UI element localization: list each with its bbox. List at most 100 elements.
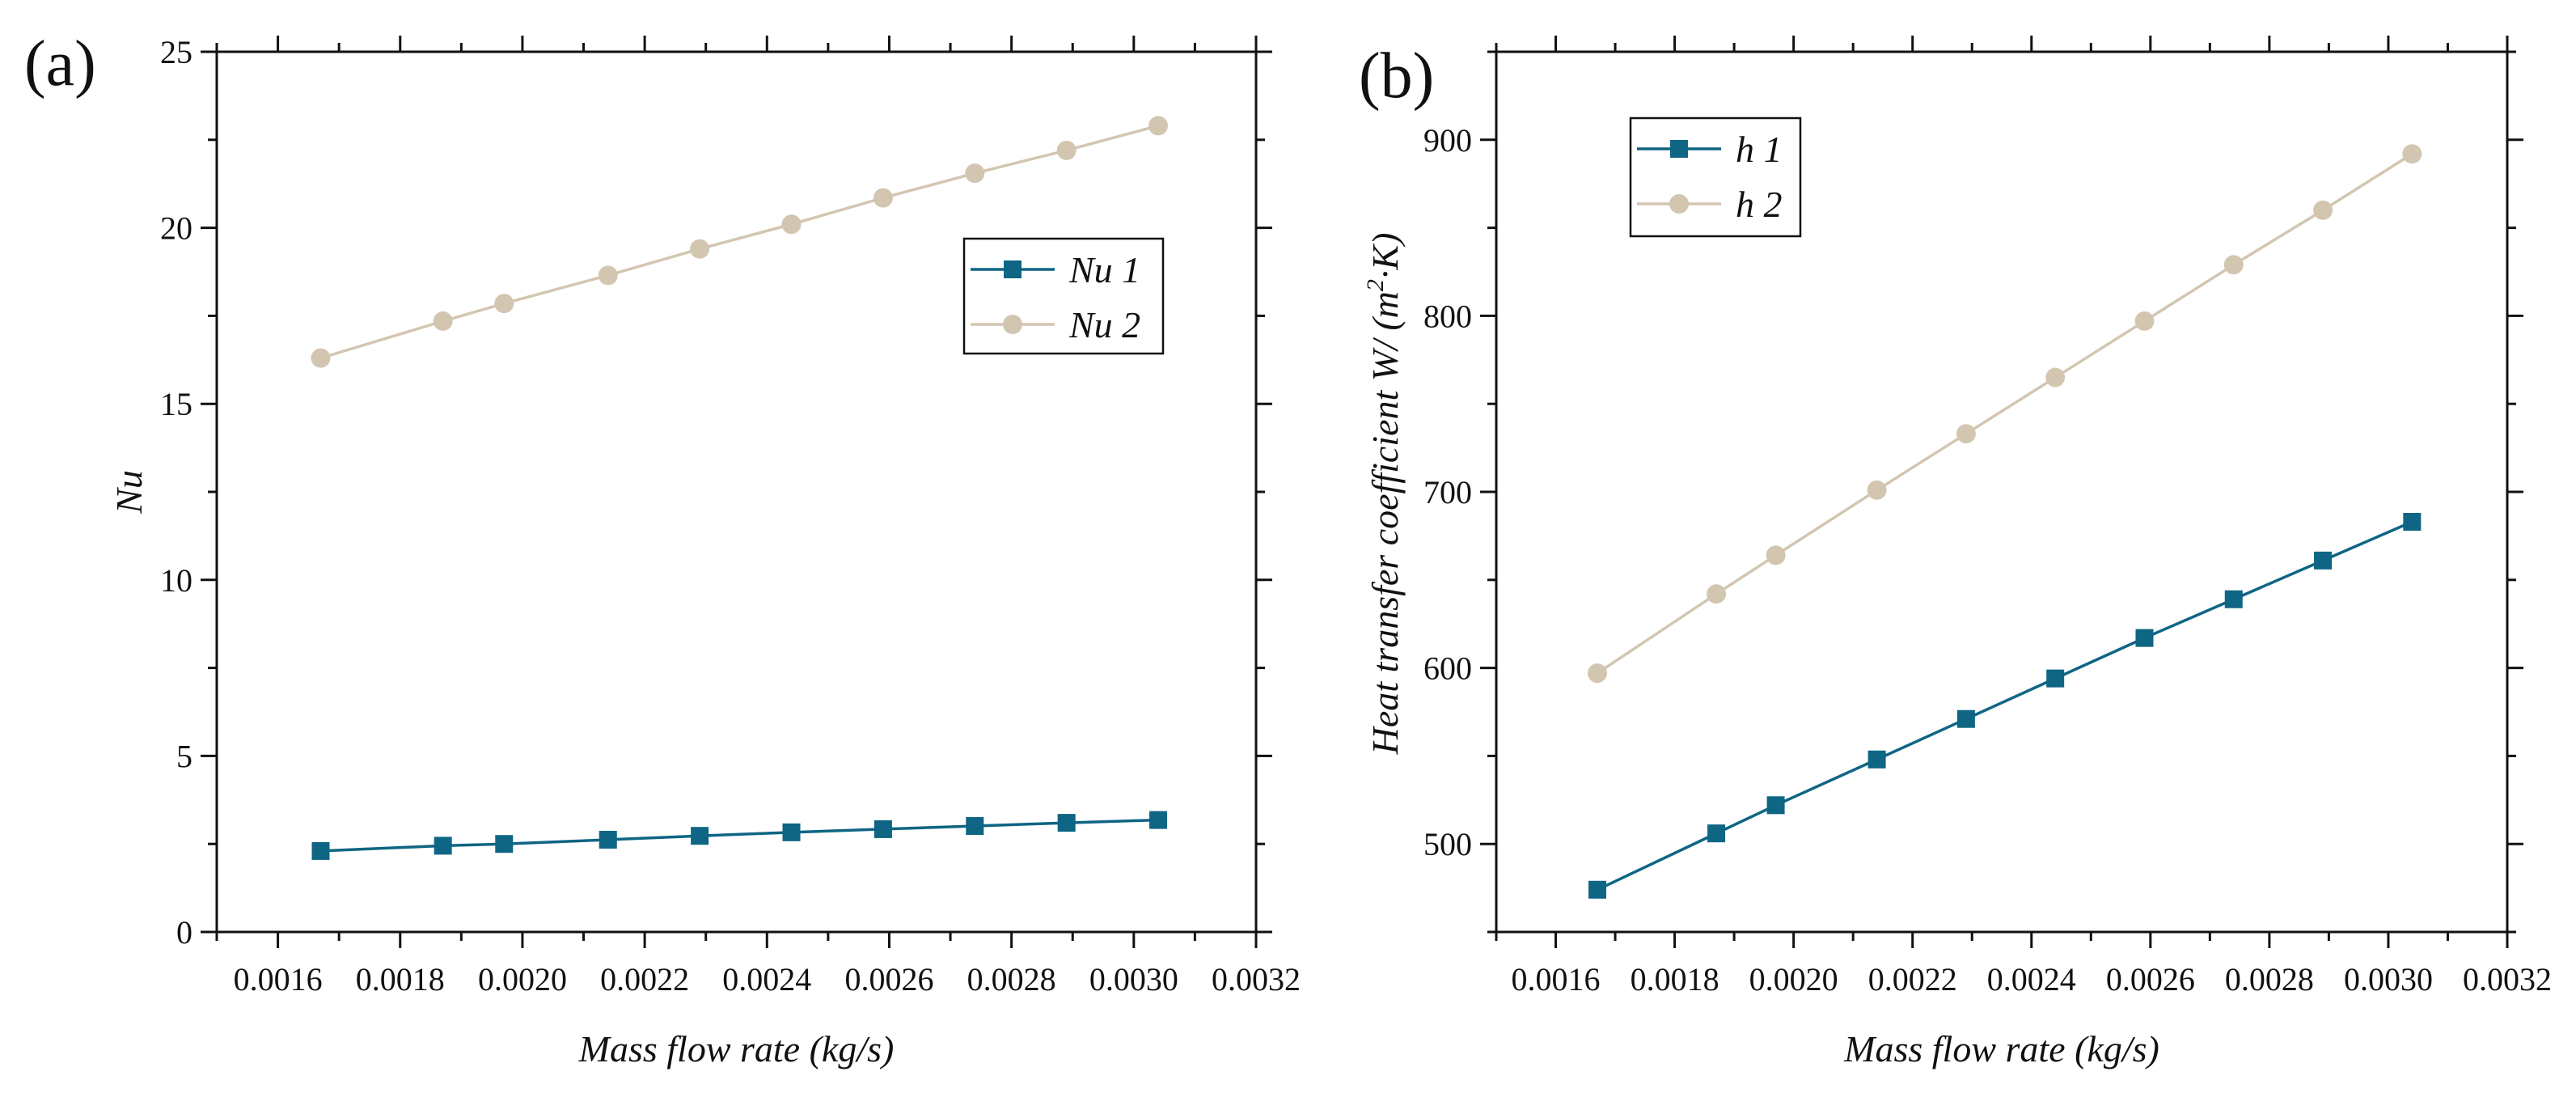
data-point-circle <box>965 163 985 184</box>
series-line <box>319 124 1159 360</box>
panel-label: (b) <box>1359 40 1434 112</box>
x-tick-label: 0.0018 <box>356 961 445 997</box>
x-tick-label: 0.0022 <box>600 961 689 997</box>
legend-label: Nu 1 <box>1068 249 1140 290</box>
y-tick-label: 500 <box>1423 826 1472 862</box>
data-point-circle <box>781 214 802 235</box>
x-tick-label: 0.0026 <box>2106 961 2195 997</box>
legend-box <box>1629 116 1802 238</box>
data-point-circle <box>2223 255 2244 275</box>
y-axis-title-main: Heat transfer coefficient W/ (m <box>1364 291 1406 755</box>
data-point-circle <box>873 188 893 208</box>
chart-panel-b: (b) 0.0016 0.0018 0.0020 0.0022 0.0024 0.0026 0… <box>1359 36 2552 1069</box>
legend-marker-square <box>1670 140 1688 158</box>
series-2 <box>1588 144 2422 684</box>
data-point-circle <box>598 265 618 286</box>
data-point-circle <box>1867 480 1887 500</box>
data-point-circle <box>1148 116 1169 136</box>
y-tick-label: 5 <box>176 738 192 774</box>
legend-marker-circle <box>1003 315 1022 334</box>
legend: h 1h 2 <box>1629 116 1802 238</box>
y-tick-label: 10 <box>160 562 192 599</box>
panel-label: (a) <box>24 28 96 100</box>
x-tick-label: 0.0020 <box>478 961 567 997</box>
x-axis-title: Mass flow rate (kg/s) <box>578 1028 895 1069</box>
series-1 <box>311 811 1168 860</box>
data-point-circle <box>2045 367 2066 388</box>
data-point-circle <box>2313 200 2333 220</box>
x-tick-label: 0.0028 <box>2225 961 2314 997</box>
data-point-circle <box>433 311 453 331</box>
x-axis-title: Mass flow rate (kg/s) <box>1843 1028 2159 1069</box>
y-axis-title-end: ·K) <box>1364 233 1406 280</box>
legend: Nu 1 Nu 2 <box>962 237 1165 355</box>
data-point-square <box>2046 669 2065 688</box>
series-line <box>320 818 1159 853</box>
y-tick-label: 700 <box>1423 474 1472 510</box>
data-point-square <box>2224 590 2243 608</box>
data-point-square <box>434 837 452 855</box>
legend-label: Nu 2 <box>1068 304 1140 345</box>
data-point-circle <box>494 294 514 314</box>
legend-label: h 2 <box>1736 184 1783 225</box>
x-tick-label: 0.0030 <box>2344 961 2433 997</box>
data-point-circle <box>1956 424 1976 444</box>
y-tick-label: 20 <box>160 210 192 247</box>
data-point-square <box>966 817 984 836</box>
data-point-square <box>2403 512 2422 531</box>
series-line <box>1597 152 2413 675</box>
x-tick-label: 0.0030 <box>1089 961 1178 997</box>
data-point-square <box>782 823 801 841</box>
x-tick-label: 0.0016 <box>234 961 323 997</box>
data-point-circle <box>311 348 331 368</box>
legend-box <box>962 237 1165 355</box>
x-tick-label: 0.0032 <box>2463 961 2552 997</box>
legend-label: h 1 <box>1736 129 1783 170</box>
chart-panel-a: (a) 0.0016 0.0018 0.0020 0.0022 0.0024 0.0026 0… <box>24 28 1301 1069</box>
data-point-circle <box>690 239 710 259</box>
x-tick-label: 0.0026 <box>844 961 933 997</box>
x-tick-label: 0.0020 <box>1749 961 1838 997</box>
data-point-circle <box>1588 663 1607 684</box>
data-point-square <box>1867 750 1886 769</box>
data-point-square <box>2314 551 2333 570</box>
x-tick-label: 0.0024 <box>722 961 811 997</box>
data-point-square <box>2135 629 2154 647</box>
data-point-square <box>599 830 617 849</box>
legend-marker-square <box>1004 260 1022 278</box>
legend-marker-circle <box>1669 194 1689 214</box>
x-tick-label: 0.0016 <box>1512 961 1601 997</box>
series-2 <box>311 116 1169 368</box>
y-tick-label: 800 <box>1423 298 1472 334</box>
y-tick-label: 600 <box>1423 650 1472 687</box>
y-tick-label: 15 <box>160 386 192 422</box>
data-point-square <box>1057 814 1076 832</box>
data-point-circle <box>1766 545 1786 565</box>
data-point-square <box>495 835 514 853</box>
data-point-circle <box>2134 311 2155 331</box>
y-tick-label: 900 <box>1423 122 1472 159</box>
data-point-square <box>873 820 892 838</box>
data-point-circle <box>1056 140 1077 160</box>
data-point-square <box>1956 709 1975 728</box>
y-tick-label: 0 <box>176 914 192 951</box>
data-point-circle <box>1707 584 1727 604</box>
x-tick-label: 0.0032 <box>1212 961 1301 997</box>
data-point-square <box>311 841 330 860</box>
data-point-square <box>691 827 709 845</box>
x-tick-label: 0.0028 <box>967 961 1056 997</box>
data-point-circle <box>2402 144 2422 164</box>
x-tick-label: 0.0024 <box>1987 961 2076 997</box>
y-axis-title: Nu <box>108 470 150 515</box>
y-axis-title: Heat transfer coefficient W/ (m2·K) <box>1362 233 1406 756</box>
data-point-square <box>1149 811 1168 829</box>
data-point-square <box>1588 880 1606 899</box>
series-line <box>1597 520 2413 892</box>
data-point-square <box>1766 796 1785 815</box>
data-point-square <box>1707 824 1726 843</box>
plot-frame <box>215 50 1258 934</box>
x-tick-label: 0.0022 <box>1868 961 1957 997</box>
x-tick-label: 0.0018 <box>1631 961 1719 997</box>
y-axis-title-superscript: 2 <box>1362 279 1389 291</box>
